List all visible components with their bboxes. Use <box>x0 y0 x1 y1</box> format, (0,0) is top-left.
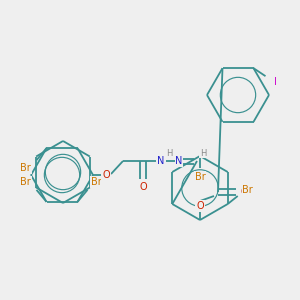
Text: Br: Br <box>20 177 31 187</box>
Text: Br: Br <box>91 177 102 187</box>
Text: Br: Br <box>20 163 31 173</box>
Text: O: O <box>139 182 147 192</box>
Text: O: O <box>240 187 248 197</box>
Text: Br: Br <box>242 185 253 195</box>
Text: O: O <box>196 201 204 211</box>
Text: N: N <box>175 156 183 166</box>
Text: Br: Br <box>195 172 206 182</box>
Text: O: O <box>102 170 110 180</box>
Text: I: I <box>274 77 277 87</box>
Text: H: H <box>166 149 172 158</box>
Text: H: H <box>200 148 206 158</box>
Text: N: N <box>157 156 165 166</box>
